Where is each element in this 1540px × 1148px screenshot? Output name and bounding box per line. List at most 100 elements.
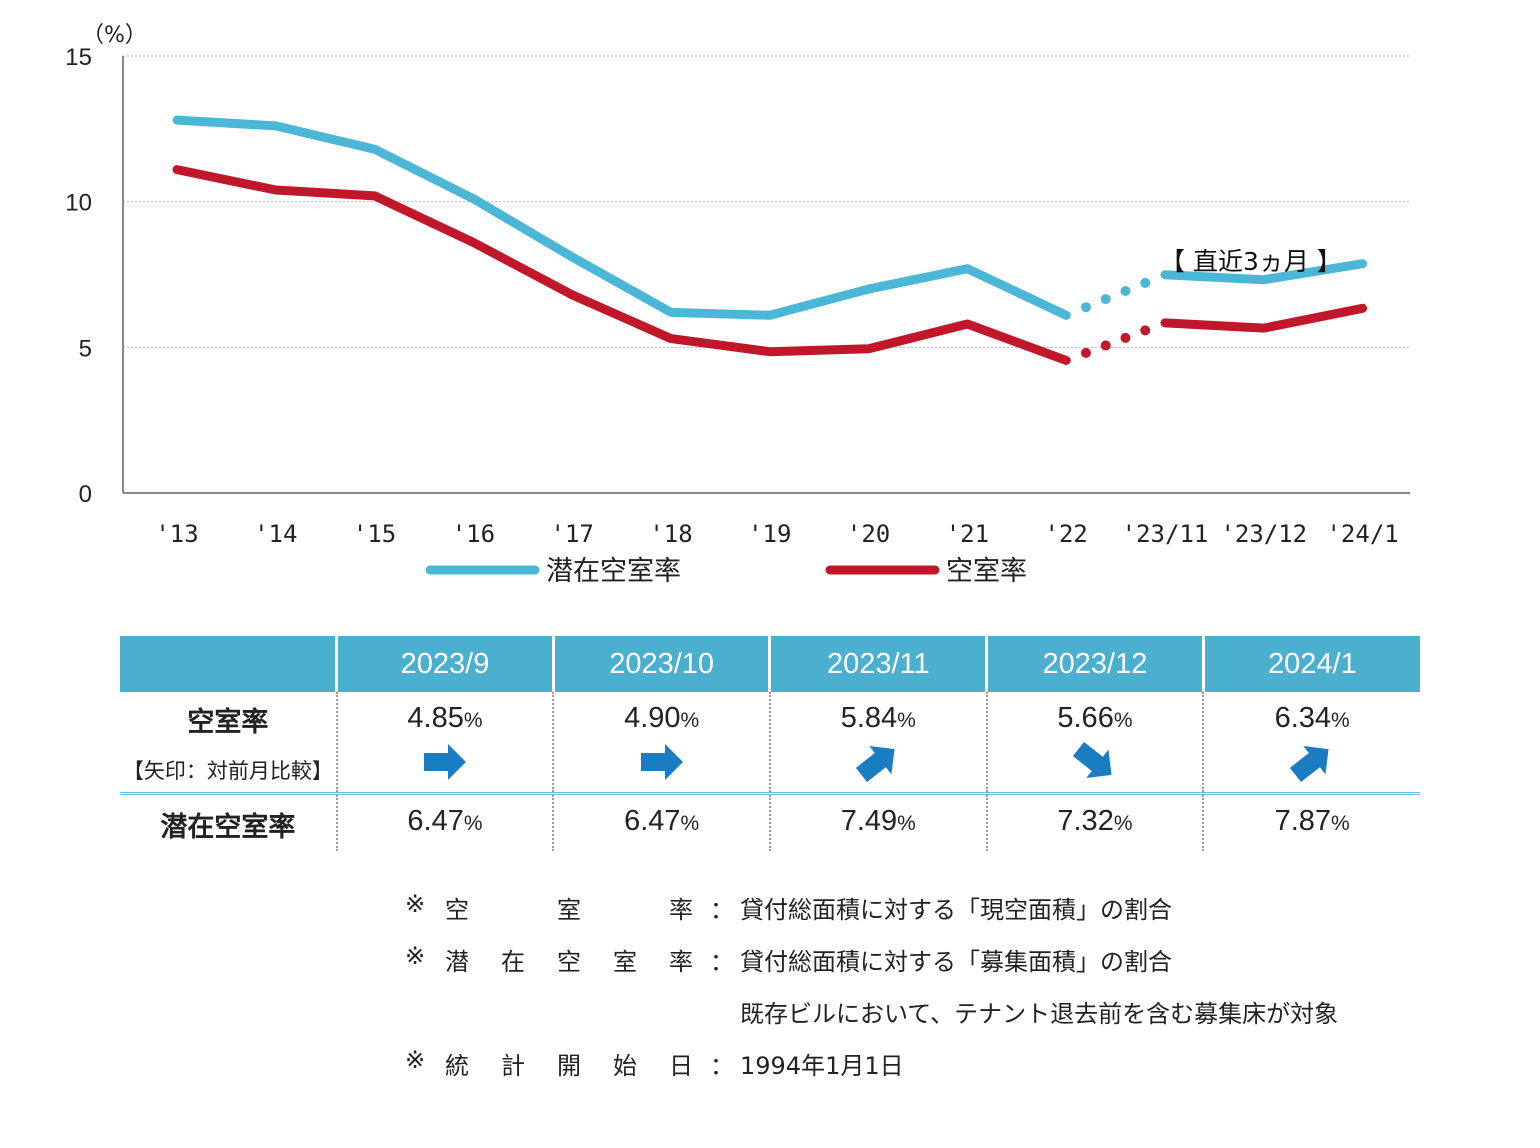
potential-vacancy-connector-dot: [1140, 277, 1151, 288]
legend-label-potential: 潜在空室率: [546, 556, 681, 587]
x-tick-label: '19: [748, 520, 791, 548]
vacancy-value: 5.84%: [840, 702, 916, 734]
arrow-right-icon-shape: [640, 744, 683, 780]
header-blank-cell: [120, 636, 337, 692]
potential-vacancy-connector-dot: [1100, 294, 1111, 305]
vacancy-row: 空室率 【矢印：対前月比較】 4.85% 4.90% 5.84% 5.66% 6…: [120, 692, 1420, 795]
vacancy-connector-dot: [1080, 347, 1091, 358]
header-month: 2023/9: [335, 636, 554, 692]
x-tick-label: '23/12: [1220, 520, 1307, 548]
potential-cell: 7.87%: [1202, 793, 1420, 851]
note-term: 空室率: [445, 896, 693, 924]
vacancy-cell: 4.85%: [335, 692, 554, 795]
x-tick-label: '23/11: [1122, 520, 1209, 548]
y-tick-label: 10: [65, 190, 92, 217]
potential-row-label: 潜在空室率: [160, 812, 296, 843]
arrow-down-right-icon-shape: [1072, 741, 1112, 779]
legend-label-vacancy: 空室率: [946, 556, 1027, 587]
potential-vacancy-connector-dot: [1080, 302, 1091, 313]
note-definition: 1994年1月1日: [740, 1052, 904, 1080]
vacancy-line-annual: [172, 165, 1071, 365]
arrow-right-icon-shape: [423, 744, 466, 780]
header-month: 2023/10: [551, 636, 770, 692]
arrow-up-right-icon: [771, 737, 986, 787]
vacancy-cell: 4.90%: [552, 692, 770, 795]
note-mark: ※: [405, 942, 426, 970]
vacancy-connector-dot: [1100, 340, 1111, 351]
note-definition: 既存ビルにおいて、テナント退去前を含む募集床が対象: [740, 1000, 1339, 1028]
potential-vacancy-connector-dot: [1120, 285, 1131, 296]
vacancy-value: 4.85%: [407, 702, 483, 734]
vacancy-row-label: 空室率: [187, 707, 269, 738]
note-definition: 貸付総面積に対する「現空面積」の割合: [740, 896, 1172, 924]
potential-value: 6.47%: [624, 805, 700, 837]
header-month: 2024/1: [1201, 636, 1420, 692]
monthly-summary-table: 2023/9 2023/10 2023/11 2023/12 2024/1 空室…: [120, 636, 1420, 851]
note-term: 潜在空室率: [445, 948, 693, 976]
arrow-up-right-icon-shape: [1290, 745, 1329, 783]
recent-3-months-annotation: 【 直近3ヵ月 】: [1160, 247, 1342, 276]
potential-cell: 6.47%: [552, 793, 770, 851]
vacancy-connector-dot: [1120, 332, 1131, 343]
arrow-right-icon: [423, 744, 466, 780]
potential-vacancy-row: 潜在空室率 6.47% 6.47% 7.49% 7.32% 7.87%: [120, 793, 1420, 852]
arrow-up-right-icon: [856, 745, 895, 783]
vacancy-cell: 6.34%: [1202, 692, 1420, 795]
x-tick-label: '13: [155, 520, 198, 548]
vacancy-value: 6.34%: [1274, 702, 1350, 734]
table-header-row: 2023/9 2023/10 2023/11 2023/12 2024/1: [120, 636, 1420, 692]
note-term: 統計開始日: [445, 1052, 693, 1080]
arrow-right-icon: [338, 737, 553, 787]
potential-cell: 6.47%: [335, 793, 554, 851]
vacancy-row-header: 空室率 【矢印：対前月比較】: [120, 692, 337, 795]
x-tick-label: '18: [649, 520, 692, 548]
x-tick-label: '15: [353, 520, 396, 548]
potential-value: 7.32%: [1057, 805, 1133, 837]
note-mark: ※: [405, 890, 426, 918]
gridlines: [123, 55, 1410, 348]
x-tick-label: '14: [254, 520, 297, 548]
potential-vacancy-line-annual: [172, 115, 1071, 320]
vacancy-connector-dot: [1140, 325, 1151, 336]
arrow-down-right-icon: [1072, 741, 1112, 779]
y-tick-label: 0: [79, 481, 92, 508]
y-tick-label: 15: [65, 44, 92, 71]
series-lines: [172, 115, 1368, 365]
note-colon: ：: [710, 948, 734, 976]
line-chart: 0 5 10 15 '13 '14 '15 '16 '17 '18 '19 '20 '21 '22 '23/…: [65, 23, 1410, 587]
x-tick-label: '24/1: [1326, 520, 1398, 548]
x-tick-label: '17: [551, 520, 594, 548]
potential-cell: 7.49%: [768, 793, 987, 851]
note-colon: ：: [710, 896, 734, 924]
axes: [122, 56, 1410, 494]
arrow-up-right-icon-shape: [856, 745, 895, 783]
potential-row-header: 潜在空室率: [120, 794, 337, 852]
note-definition: 貸付総面積に対する「募集面積」の割合: [740, 948, 1172, 976]
arrow-down-right-icon: [988, 737, 1203, 787]
vacancy-value: 5.66%: [1057, 702, 1133, 734]
note-colon: ：: [710, 1052, 734, 1080]
legend: 潜在空室率 空室率: [425, 556, 1027, 587]
x-tick-label: '16: [452, 520, 495, 548]
arrow-right-icon: [640, 744, 683, 780]
x-tick-label: '21: [946, 520, 989, 548]
header-month: 2023/12: [985, 636, 1204, 692]
arrow-up-right-icon: [1204, 737, 1420, 787]
potential-value: 7.87%: [1274, 805, 1350, 837]
note-mark: ※: [405, 1046, 426, 1074]
vacancy-cell: 5.66%: [985, 692, 1204, 795]
potential-value: 6.47%: [407, 805, 483, 837]
x-tick-label: '20: [847, 520, 890, 548]
unit-label: （%）: [82, 23, 147, 48]
potential-value: 7.49%: [840, 805, 916, 837]
x-tick-label: '22: [1045, 520, 1088, 548]
vacancy-row-sublabel: 【矢印：対前月比較】: [122, 759, 333, 783]
vacancy-line-recent: [1160, 303, 1368, 333]
arrow-right-icon: [554, 737, 769, 787]
potential-cell: 7.32%: [985, 793, 1204, 851]
tick-labels: 0 5 10 15 '13 '14 '15 '16 '17 '18 '19 '20 '21 '22 '23/…: [65, 44, 1398, 548]
vacancy-value: 4.90%: [624, 702, 700, 734]
y-tick-label: 5: [79, 335, 92, 362]
vacancy-cell: 5.84%: [768, 692, 987, 795]
header-month: 2023/11: [768, 636, 987, 692]
